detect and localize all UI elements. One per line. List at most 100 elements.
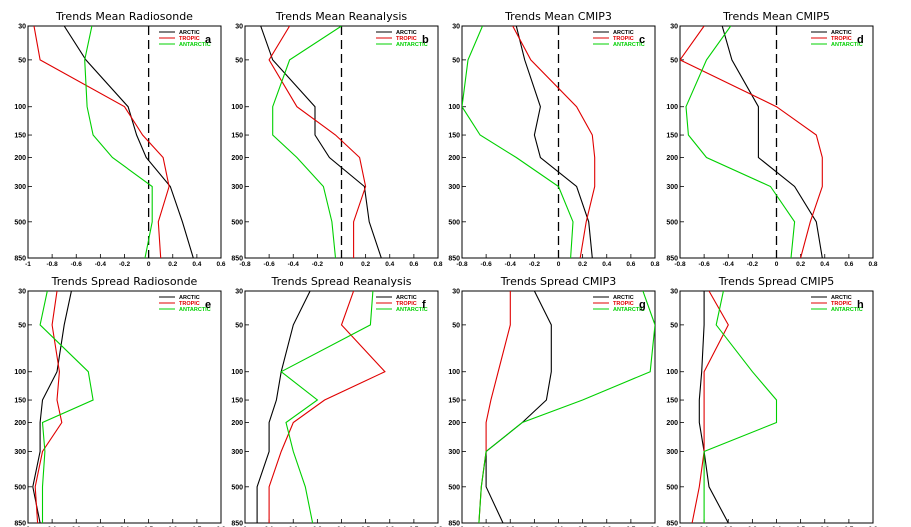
y-tick-label: 500 (666, 219, 678, 226)
legend-label-antarctic: ANTARCTIC (831, 307, 863, 313)
x-tick-label: 0.4 (192, 261, 201, 268)
x-tick-label: -0.6 (264, 261, 276, 268)
x-tick-label: 0.6 (216, 261, 225, 268)
series-line-antarctic (272, 26, 342, 258)
series-line-tropic (34, 291, 63, 523)
x-tick-label: 0 (147, 261, 151, 268)
legend-label-tropic: TROPIC (613, 301, 634, 307)
legend-label-antarctic: ANTARCTIC (179, 307, 211, 313)
series-line-tropic (268, 291, 386, 523)
series-line-tropic (268, 26, 367, 258)
series-line-arctic (515, 26, 593, 258)
legend-label-antarctic: ANTARCTIC (179, 42, 211, 48)
y-tick-label: 500 (448, 219, 460, 226)
y-tick-label: 30 (18, 24, 26, 31)
y-tick-label: 850 (666, 256, 678, 263)
series-line-tropic (478, 291, 511, 523)
x-tick-label: -0.8 (239, 261, 251, 268)
y-tick-label: 150 (231, 133, 243, 140)
x-tick-label: -0.4 (505, 261, 517, 268)
legend-label-tropic: TROPIC (831, 301, 852, 307)
y-tick-label: 850 (448, 256, 460, 263)
x-tick-label: -0.8 (47, 261, 59, 268)
y-tick-label: 300 (666, 449, 678, 456)
x-tick-label: -0.8 (456, 261, 468, 268)
series-line-tropic (680, 26, 823, 258)
x-tick-label: 0.8 (433, 261, 442, 268)
series-line-tropic (512, 26, 596, 258)
legend-label-antarctic: ANTARCTIC (831, 42, 863, 48)
y-tick-label: 50 (452, 322, 460, 329)
y-tick-label: 100 (448, 104, 460, 111)
chart-panel-c: Trends Mean CMIP33050100150200300500850-… (448, 10, 660, 268)
x-tick-label: 0.8 (868, 261, 877, 268)
y-tick-label: 30 (452, 289, 460, 296)
x-tick-label: 0.4 (385, 261, 394, 268)
chart-title: Trends Mean CMIP5 (722, 10, 830, 23)
x-tick-label: -0.4 (288, 261, 300, 268)
y-tick-label: 850 (666, 521, 678, 527)
y-tick-label: 500 (666, 484, 678, 491)
y-tick-label: 100 (448, 369, 460, 376)
y-tick-label: 30 (452, 24, 460, 31)
y-tick-label: 100 (231, 369, 243, 376)
y-tick-label: 850 (14, 521, 26, 527)
x-tick-label: -0.2 (119, 261, 131, 268)
series-line-arctic (32, 291, 72, 523)
x-tick-label: 0 (340, 261, 344, 268)
series-line-antarctic (703, 291, 778, 523)
x-tick-label: -0.8 (674, 261, 686, 268)
y-tick-label: 50 (18, 322, 26, 329)
legend-label-arctic: ARCTIC (179, 295, 200, 301)
legend-label-tropic: TROPIC (613, 36, 634, 42)
series-line-arctic (485, 291, 552, 523)
series-line-arctic (721, 26, 823, 258)
panel-letter: d (857, 34, 864, 46)
y-tick-label: 150 (666, 398, 678, 405)
y-tick-label: 50 (670, 322, 678, 329)
chart-title: Trends Spread CMIP3 (500, 275, 617, 288)
y-tick-label: 200 (666, 155, 678, 162)
series-line-tropic (691, 291, 729, 523)
panel-letter: a (205, 34, 212, 46)
chart-panel-e: Trends Spread Radiosonde 30 50 100 150 200 300… (14, 275, 226, 527)
legend-label-arctic: ARCTIC (831, 295, 852, 301)
x-tick-label: -0.4 (723, 261, 735, 268)
series-line-arctic (260, 26, 382, 258)
panel-letter: f (422, 299, 426, 311)
legend-label-arctic: ARCTIC (613, 30, 634, 36)
y-tick-label: 500 (14, 219, 26, 226)
x-tick-label: -0.6 (481, 261, 493, 268)
y-tick-label: 850 (448, 521, 460, 527)
y-tick-label: 30 (235, 24, 243, 31)
y-tick-label: 850 (231, 521, 243, 527)
x-tick-label: 0.4 (820, 261, 829, 268)
x-tick-label: 0.2 (168, 261, 177, 268)
x-tick-label: 0.6 (409, 261, 418, 268)
x-tick-label: -0.2 (529, 261, 541, 268)
series-line-arctic (698, 291, 729, 523)
x-tick-label: -0.6 (71, 261, 83, 268)
y-tick-label: 50 (18, 57, 26, 64)
legend-label-antarctic: ANTARCTIC (396, 307, 428, 313)
legend-label-tropic: TROPIC (179, 301, 200, 307)
y-tick-label: 100 (666, 369, 678, 376)
panel-letter: c (639, 34, 645, 46)
series-line-arctic (256, 291, 311, 523)
series-line-antarctic (685, 26, 796, 258)
y-tick-label: 300 (14, 449, 26, 456)
y-tick-label: 200 (231, 155, 243, 162)
panel-letter: h (857, 299, 864, 311)
y-tick-label: 50 (452, 57, 460, 64)
y-tick-label: 150 (14, 398, 26, 405)
series-line-antarctic (84, 26, 153, 258)
legend-label-tropic: TROPIC (179, 36, 200, 42)
x-tick-label: 0.8 (650, 261, 659, 268)
series-line-arctic (63, 26, 194, 258)
x-tick-label: -0.4 (95, 261, 107, 268)
y-tick-label: 30 (670, 289, 678, 296)
x-tick-label: 0.2 (796, 261, 805, 268)
chart-panel-a: Trends Mean Radiosonde 30 50 100 150 200 300 50… (14, 10, 226, 268)
plot-frame (461, 290, 656, 524)
y-tick-label: 100 (666, 104, 678, 111)
